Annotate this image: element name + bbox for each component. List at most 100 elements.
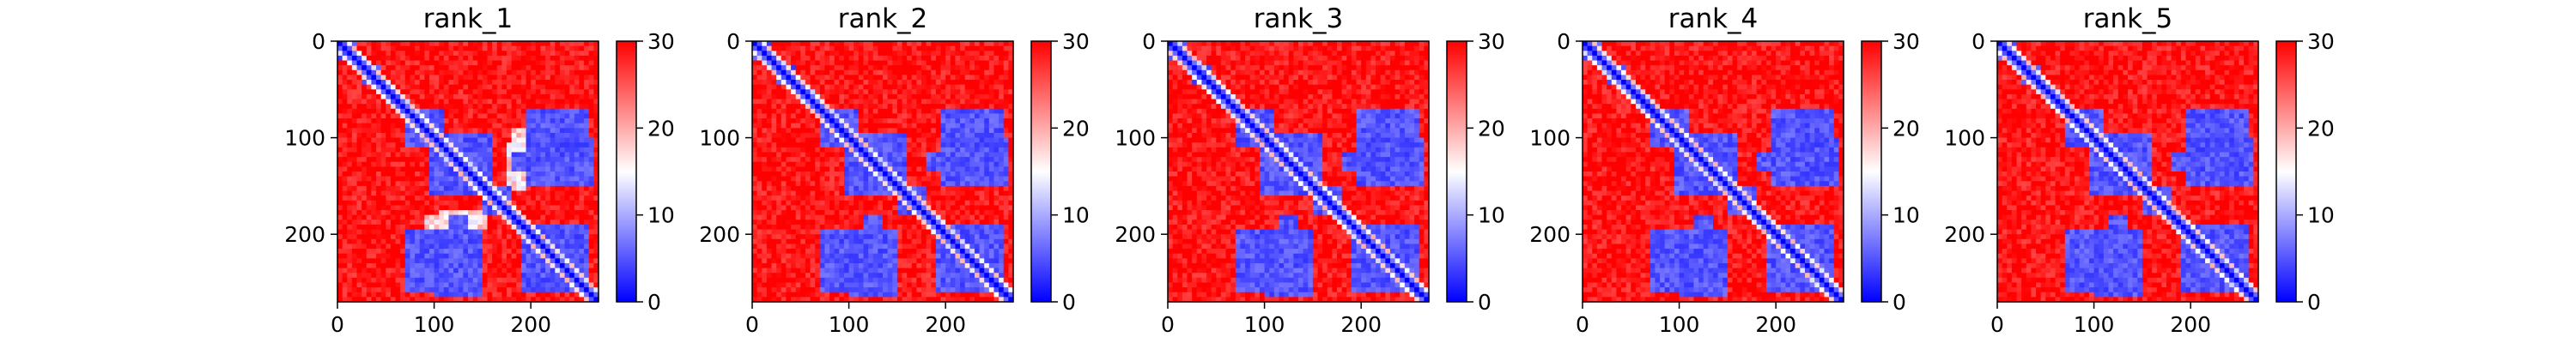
heatmap-cell — [535, 249, 542, 255]
heatmap-cell — [531, 185, 537, 192]
heatmap-cell — [507, 172, 513, 178]
heatmap-cell — [574, 238, 580, 245]
heatmap-cell — [579, 152, 585, 158]
heatmap-cell — [776, 210, 782, 216]
heatmap-cell — [964, 137, 970, 143]
heatmap-cell — [376, 238, 382, 245]
heatmap-cell — [945, 84, 951, 90]
heatmap-cell — [550, 244, 556, 250]
heatmap-cell — [550, 147, 556, 153]
heatmap-cell — [579, 132, 585, 139]
heatmap-cell — [854, 161, 860, 167]
heatmap-cell — [520, 113, 527, 119]
heatmap-cell — [564, 84, 570, 90]
heatmap-cell — [984, 176, 990, 182]
heatmap-cell — [588, 147, 594, 153]
heatmap-cell — [588, 220, 594, 226]
heatmap-cell — [843, 60, 850, 66]
heatmap-cell — [371, 152, 377, 158]
heatmap-cell — [516, 287, 522, 293]
heatmap-cell — [848, 176, 854, 182]
heatmap-cell — [766, 118, 773, 124]
heatmap-cell — [361, 104, 368, 110]
heatmap-cell — [921, 51, 927, 57]
heatmap-cell — [916, 220, 922, 226]
heatmap-cell — [979, 41, 985, 47]
heatmap-cell — [428, 268, 435, 274]
heatmap-cell — [819, 123, 826, 129]
heatmap-cell — [805, 99, 811, 105]
heatmap-cell — [993, 108, 999, 115]
heatmap-cell — [434, 157, 440, 163]
heatmap-cell — [955, 196, 961, 202]
heatmap-cell — [762, 84, 768, 90]
heatmap-cell — [545, 75, 551, 81]
heatmap-cell — [376, 268, 382, 274]
heatmap-cell — [988, 55, 995, 62]
heatmap-cell — [361, 118, 368, 124]
heatmap-cell — [950, 128, 957, 134]
heatmap-cell — [347, 152, 353, 158]
heatmap-cell — [569, 152, 575, 158]
heatmap-cell — [988, 205, 995, 211]
heatmap-cell — [463, 93, 469, 100]
heatmap-cell — [940, 51, 946, 57]
heatmap-cell — [468, 282, 474, 288]
heatmap-cell — [487, 157, 493, 163]
heatmap-cell — [477, 220, 483, 226]
heatmap-cell — [569, 234, 575, 240]
heatmap-cell — [872, 45, 878, 51]
heatmap-cell — [540, 89, 546, 95]
heatmap-cell — [501, 60, 507, 66]
heatmap-cell — [781, 190, 787, 196]
heatmap-cell — [824, 220, 830, 226]
heatmap-cell — [453, 205, 459, 211]
heatmap-cell — [756, 80, 762, 86]
heatmap-cell — [969, 41, 975, 47]
heatmap-cell — [535, 277, 542, 284]
heatmap-cell — [477, 229, 483, 235]
heatmap-cell — [380, 147, 386, 153]
heatmap-cell — [410, 214, 416, 220]
heatmap-cell — [960, 104, 966, 110]
heatmap-cell — [887, 214, 893, 220]
heatmap-cell — [584, 273, 590, 279]
heatmap-cell — [520, 292, 527, 298]
heatmap-cell — [380, 277, 386, 284]
heatmap-cell — [439, 75, 445, 81]
heatmap-cell — [950, 45, 957, 51]
heatmap-cell — [410, 80, 416, 86]
heatmap-cell — [564, 45, 570, 51]
heatmap-cell — [492, 65, 498, 71]
heatmap-cell — [458, 161, 464, 167]
heatmap-cell — [955, 152, 961, 158]
heatmap-cell — [584, 41, 590, 47]
heatmap-cell — [410, 282, 416, 288]
heatmap-cell — [380, 224, 386, 231]
heatmap-cell — [439, 253, 445, 259]
heatmap-cell — [781, 161, 787, 167]
heatmap-cell — [834, 200, 840, 207]
heatmap-cell — [1008, 147, 1014, 153]
heatmap-cell — [535, 65, 542, 71]
heatmap-cell — [819, 147, 826, 153]
heatmap-cell — [347, 132, 353, 139]
heatmap-cell — [839, 181, 845, 187]
heatmap-cell — [458, 152, 464, 158]
heatmap-cell — [839, 69, 845, 76]
heatmap-cell — [448, 205, 454, 211]
heatmap-cell — [584, 157, 590, 163]
heatmap-cell — [342, 93, 348, 100]
heatmap-cell — [843, 147, 850, 153]
heatmap-cell — [999, 200, 1005, 207]
heatmap-cell — [540, 55, 546, 62]
heatmap-cell — [579, 258, 585, 264]
heatmap-cell — [342, 229, 348, 235]
heatmap-cell — [993, 210, 999, 216]
heatmap-cell — [540, 128, 546, 134]
heatmap-cell — [419, 190, 425, 196]
heatmap-cell — [380, 75, 386, 81]
heatmap-cell — [424, 253, 430, 259]
heatmap-cell — [907, 205, 913, 211]
heatmap-cell — [940, 185, 946, 192]
